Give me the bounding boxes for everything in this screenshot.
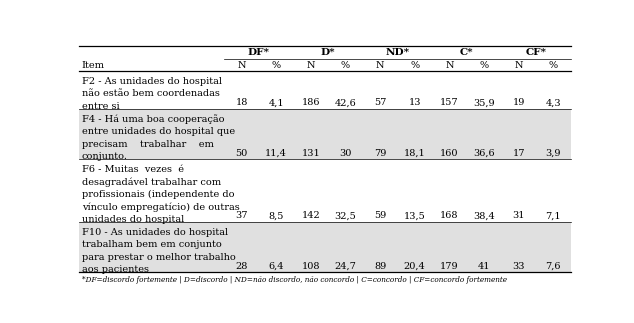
Text: 6,4: 6,4 (268, 262, 284, 271)
Text: 8,5: 8,5 (268, 211, 284, 220)
Text: 108: 108 (302, 262, 320, 271)
Text: ND*: ND* (385, 48, 410, 57)
Text: Item: Item (82, 61, 105, 69)
Text: %: % (479, 61, 489, 69)
Text: 4,1: 4,1 (268, 98, 284, 107)
Text: 42,6: 42,6 (335, 98, 356, 107)
Text: N: N (445, 61, 453, 69)
Text: 20,4: 20,4 (404, 262, 425, 271)
Text: 35,9: 35,9 (473, 98, 495, 107)
Text: %: % (341, 61, 350, 69)
Text: 57: 57 (374, 98, 386, 107)
Text: 30: 30 (339, 149, 352, 158)
Text: 24,7: 24,7 (335, 262, 356, 271)
Text: desagradável trabalhar com: desagradável trabalhar com (82, 177, 221, 187)
Text: trabalham bem em conjunto: trabalham bem em conjunto (82, 240, 221, 249)
Text: 13,5: 13,5 (404, 211, 425, 220)
Text: 50: 50 (235, 149, 248, 158)
Text: F6 - Muitas  vezes  é: F6 - Muitas vezes é (82, 165, 184, 174)
Text: 18: 18 (235, 98, 248, 107)
Text: %: % (410, 61, 419, 69)
Text: 7,1: 7,1 (545, 211, 561, 220)
Text: 38,4: 38,4 (473, 211, 495, 220)
Text: 4,3: 4,3 (545, 98, 561, 107)
Text: 7,6: 7,6 (545, 262, 561, 271)
Text: aos pacientes: aos pacientes (82, 266, 149, 274)
Text: 36,6: 36,6 (473, 149, 495, 158)
Text: 33: 33 (512, 262, 525, 271)
Text: 13: 13 (408, 98, 421, 107)
Text: 32,5: 32,5 (335, 211, 356, 220)
Text: 18,1: 18,1 (404, 149, 425, 158)
Text: 41: 41 (478, 262, 490, 271)
Text: 3,9: 3,9 (545, 149, 561, 158)
Text: D*: D* (321, 48, 335, 57)
Text: 179: 179 (440, 262, 458, 271)
Text: unidades do hospital: unidades do hospital (82, 215, 184, 224)
Text: DF*: DF* (248, 48, 270, 57)
Text: N: N (237, 61, 246, 69)
Text: 168: 168 (440, 211, 458, 220)
Text: vínculo empregatício) de outras: vínculo empregatício) de outras (82, 202, 240, 212)
Bar (79, 222, 571, 272)
Text: F2 - As unidades do hospital: F2 - As unidades do hospital (82, 77, 222, 86)
Text: N: N (307, 61, 315, 69)
Text: profissionais (independente do: profissionais (independente do (82, 190, 234, 199)
Text: entre si: entre si (82, 102, 119, 111)
Text: 37: 37 (235, 211, 248, 220)
Text: 11,4: 11,4 (265, 149, 287, 158)
Text: N: N (514, 61, 523, 69)
Text: não estão bem coordenadas: não estão bem coordenadas (82, 89, 219, 99)
Text: conjunto.: conjunto. (82, 152, 127, 161)
Text: 31: 31 (512, 211, 525, 220)
Text: F4 - Há uma boa cooperação: F4 - Há uma boa cooperação (82, 114, 224, 124)
Text: 157: 157 (440, 98, 458, 107)
Bar (79, 109, 571, 159)
Text: precisam    trabalhar    em: precisam trabalhar em (82, 140, 214, 149)
Text: para prestar o melhor trabalho: para prestar o melhor trabalho (82, 253, 235, 262)
Text: 28: 28 (235, 262, 248, 271)
Text: N: N (376, 61, 384, 69)
Text: 131: 131 (301, 149, 320, 158)
Text: 17: 17 (512, 149, 525, 158)
Text: C*: C* (460, 48, 474, 57)
Text: %: % (271, 61, 281, 69)
Bar (79, 159, 571, 222)
Text: CF*: CF* (526, 48, 547, 57)
Text: %: % (548, 61, 558, 69)
Text: 142: 142 (301, 211, 320, 220)
Text: 19: 19 (512, 98, 525, 107)
Text: *DF=discordo fortemente | D=discordo | ND=não discordo, não concordo | C=concord: *DF=discordo fortemente | D=discordo | N… (82, 276, 507, 284)
Text: 89: 89 (374, 262, 386, 271)
Text: 186: 186 (302, 98, 320, 107)
Text: F10 - As unidades do hospital: F10 - As unidades do hospital (82, 228, 228, 237)
Text: 160: 160 (440, 149, 458, 158)
Bar (79, 71, 571, 109)
Text: entre unidades do hospital que: entre unidades do hospital que (82, 127, 235, 136)
Text: 79: 79 (374, 149, 386, 158)
Text: 59: 59 (374, 211, 386, 220)
